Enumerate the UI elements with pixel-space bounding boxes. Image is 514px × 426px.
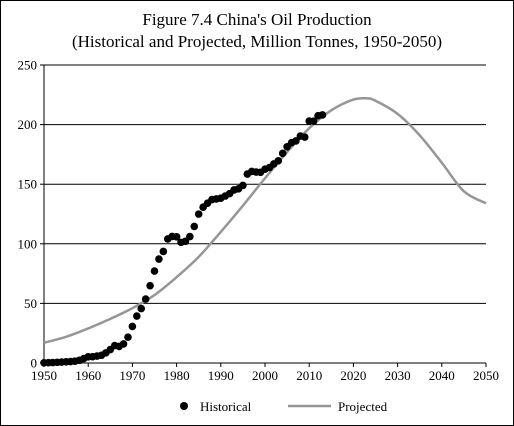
historical-point-1975 bbox=[150, 267, 159, 275]
y-tick-labels: 0 50 100 150 200 250 bbox=[18, 58, 38, 371]
legend: Historical Projected bbox=[180, 399, 388, 414]
historical-point-1980 bbox=[172, 232, 181, 241]
historical-point-1982 bbox=[181, 237, 190, 246]
x-tick-2020: 2020 bbox=[340, 368, 366, 383]
historical-point-2007 bbox=[292, 137, 300, 145]
historical-point-1968 bbox=[119, 340, 128, 348]
historical-point-1976 bbox=[155, 255, 163, 263]
chart-subtitle: (Historical and Projected, Million Tonne… bbox=[72, 32, 442, 51]
y-tick-0: 0 bbox=[31, 356, 38, 371]
x-tick-1950: 1950 bbox=[31, 368, 57, 383]
historical-point-2004 bbox=[278, 149, 287, 158]
projected-line bbox=[43, 96, 487, 344]
y-tick-200: 200 bbox=[18, 117, 38, 132]
x-tick-2010: 2010 bbox=[296, 368, 322, 383]
historical-point-2013 bbox=[318, 111, 327, 119]
projected-series bbox=[43, 96, 487, 344]
y-tick-50: 50 bbox=[24, 296, 37, 311]
legend-historical-label: Historical bbox=[200, 399, 252, 414]
historical-point-1973 bbox=[141, 295, 150, 303]
historical-point-1971 bbox=[133, 312, 141, 320]
historical-point-1985 bbox=[194, 210, 203, 218]
chart-title: Figure 7.4 China's Oil Production bbox=[142, 10, 372, 29]
historical-point-1977 bbox=[159, 247, 168, 256]
historical-point-1984 bbox=[190, 222, 199, 231]
y-tick-250: 250 bbox=[18, 58, 38, 73]
grid-lines bbox=[44, 64, 486, 304]
historical-point-1972 bbox=[137, 304, 146, 313]
historical-point-1974 bbox=[146, 281, 154, 290]
legend-historical-marker bbox=[180, 402, 188, 410]
historical-point-2009 bbox=[300, 133, 309, 141]
historical-point-1983 bbox=[186, 232, 194, 241]
x-tick-1970: 1970 bbox=[119, 368, 145, 383]
x-tick-2030: 2030 bbox=[385, 368, 411, 383]
historical-point-1995 bbox=[239, 181, 247, 190]
x-tick-2050: 2050 bbox=[473, 368, 499, 383]
y-tick-150: 150 bbox=[18, 177, 38, 192]
x-tick-1960: 1960 bbox=[75, 368, 101, 383]
legend-projected-label: Projected bbox=[338, 399, 388, 414]
x-tick-1980: 1980 bbox=[164, 368, 190, 383]
historical-point-2003 bbox=[274, 157, 283, 165]
x-tick-labels: 1950 1960 1970 1980 1990 2000 2010 2020 2030 2040… bbox=[31, 368, 499, 383]
x-tick-2040: 2040 bbox=[429, 368, 455, 383]
y-tick-100: 100 bbox=[18, 236, 38, 251]
historical-point-1969 bbox=[124, 333, 132, 341]
x-tick-1990: 1990 bbox=[208, 368, 234, 383]
historical-point-1970 bbox=[128, 322, 137, 331]
historical-point-2011 bbox=[309, 117, 318, 125]
historical-series bbox=[40, 111, 327, 367]
x-tick-2000: 2000 bbox=[252, 368, 278, 383]
